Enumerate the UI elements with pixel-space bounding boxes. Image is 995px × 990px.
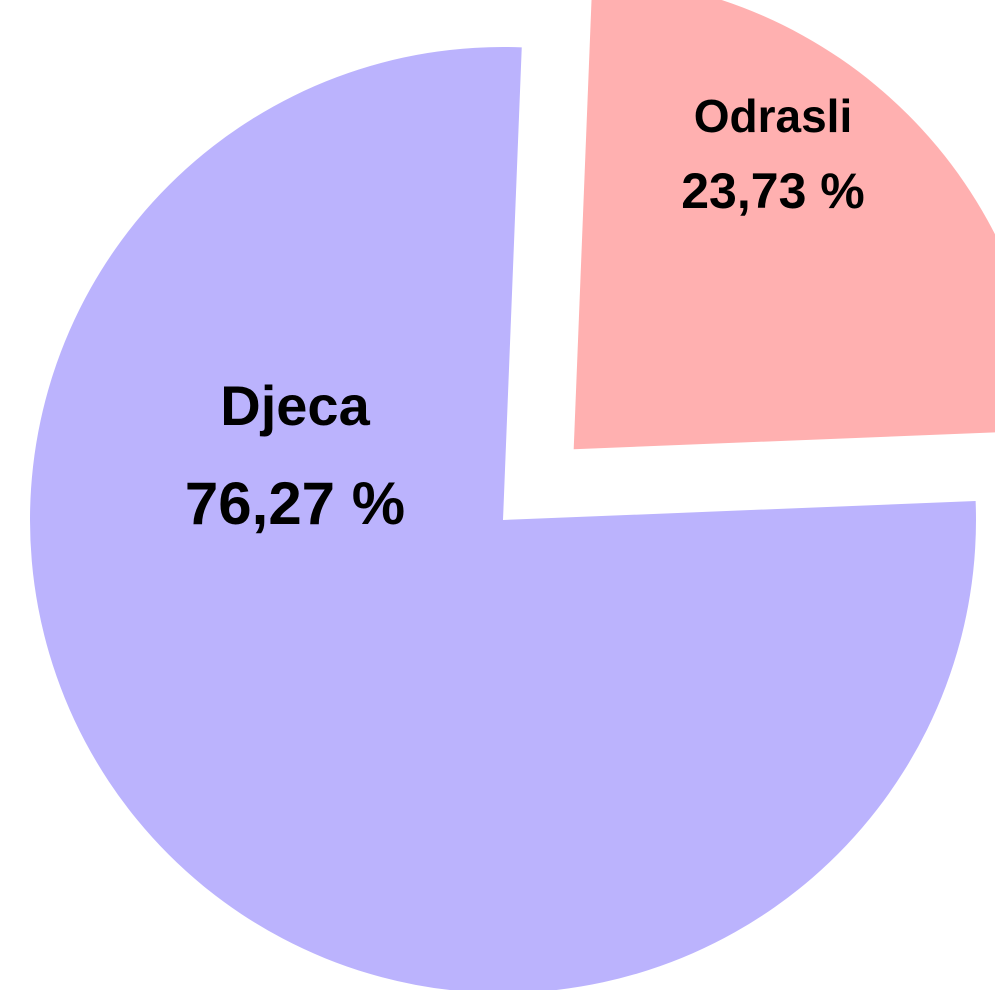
pie-slice xyxy=(573,0,995,450)
pie-slice xyxy=(30,47,976,990)
slice-value-label: 23,73 % xyxy=(681,163,864,219)
slice-value-label: 76,27 % xyxy=(185,470,405,537)
slice-label: Djeca xyxy=(220,374,370,437)
slice-label: Odrasli xyxy=(694,90,853,142)
